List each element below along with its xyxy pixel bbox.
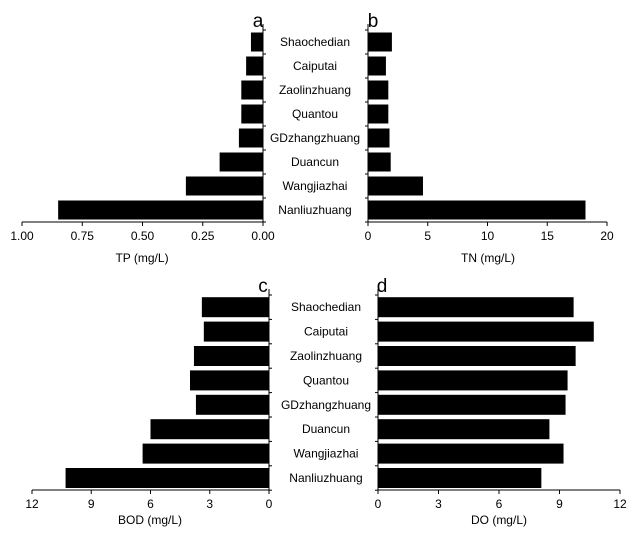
x-tick-label-b: 15 [541, 229, 555, 243]
bar-b-2 [368, 56, 386, 76]
panel-label-b: b [368, 11, 379, 32]
x-tick-label-b: 10 [481, 229, 495, 243]
x-tick-label-d: 3 [435, 497, 442, 511]
x-axis-label-d: DO (mg/L) [471, 513, 527, 527]
x-tick-label-b: 20 [600, 229, 614, 243]
bar-d-1 [378, 297, 574, 318]
bar-c-4 [190, 370, 269, 391]
bar-b-3 [368, 80, 389, 100]
bar-b-1 [368, 32, 392, 52]
bar-c-6 [150, 419, 269, 440]
category-label-c: Duancun [302, 422, 350, 436]
category-label-c: Quantou [303, 373, 349, 387]
bar-b-8 [368, 200, 586, 220]
x-axis-label-c: BOD (mg/L) [118, 513, 182, 527]
bar-b-4 [368, 104, 389, 124]
bar-d-3 [378, 346, 576, 366]
x-tick-label-a: 1.00 [10, 229, 34, 243]
x-tick-label-c: 0 [266, 497, 273, 511]
x-tick-label-a: 0.25 [191, 229, 215, 243]
bar-a-7 [185, 176, 263, 196]
category-label-a: Wangjiazhai [283, 179, 348, 193]
bar-c-7 [142, 443, 269, 464]
bar-layer [58, 32, 594, 488]
bar-a-4 [241, 104, 263, 124]
bar-b-6 [368, 152, 391, 172]
bar-a-1 [250, 32, 263, 52]
x-tick-label-a: 0.50 [131, 229, 155, 243]
x-axis-label-a: TP (mg/L) [115, 251, 168, 265]
category-label-a: GDzhangzhuang [270, 131, 360, 145]
bar-b-7 [368, 176, 423, 196]
bar-a-5 [238, 128, 263, 148]
bar-d-7 [378, 443, 564, 464]
bar-c-8 [65, 468, 269, 488]
bar-d-4 [378, 370, 568, 391]
bar-d-8 [378, 468, 542, 488]
bar-c-1 [201, 297, 269, 318]
bar-a-2 [246, 56, 263, 76]
x-axis-label-b: TN (mg/L) [461, 251, 515, 265]
category-label-a: Zaolinzhuang [279, 83, 351, 97]
bar-b-5 [368, 128, 390, 148]
category-label-c: Zaolinzhuang [290, 349, 362, 363]
panel-label-d: d [377, 276, 388, 297]
bar-c-2 [203, 321, 269, 342]
x-tick-label-b: 5 [424, 229, 431, 243]
x-tick-label-d: 12 [613, 497, 627, 511]
x-tick-label-c: 6 [147, 497, 154, 511]
bar-d-6 [378, 419, 550, 440]
x-tick-label-a: 0.00 [251, 229, 275, 243]
bar-a-6 [219, 152, 263, 172]
x-tick-label-b: 0 [365, 229, 372, 243]
bar-d-2 [378, 321, 594, 342]
x-tick-label-c: 12 [25, 497, 39, 511]
axes-layer [21, 24, 621, 494]
x-tick-label-d: 0 [375, 497, 382, 511]
x-tick-label-c: 3 [206, 497, 213, 511]
category-label-c: Caiputai [304, 325, 348, 339]
x-tick-label-d: 6 [496, 497, 503, 511]
category-label-a: Quantou [292, 107, 338, 121]
category-label-a: Shaochedian [280, 35, 350, 49]
category-label-a: Nanliuzhuang [278, 203, 351, 217]
category-label-a: Duancun [291, 155, 339, 169]
bar-a-3 [241, 80, 263, 100]
x-tick-label-d: 9 [556, 497, 563, 511]
panel-label-a: a [253, 11, 264, 32]
category-label-c: Wangjiazhai [294, 447, 359, 461]
bar-d-5 [378, 394, 566, 415]
category-label-c: Shaochedian [291, 300, 361, 314]
category-label-c: GDzhangzhuang [281, 398, 371, 412]
panel-label-c: c [258, 276, 268, 297]
bar-c-3 [193, 346, 269, 366]
text-layer: 1.00 0.75 0.50 0.25 0.00 TP (mg/L) a Shaochedia… [10, 11, 627, 527]
bar-a-8 [58, 200, 264, 220]
x-tick-label-a: 0.75 [71, 229, 95, 243]
x-tick-label-c: 9 [88, 497, 95, 511]
category-label-a: Caiputai [293, 59, 337, 73]
category-label-c: Nanliuzhuang [289, 471, 362, 485]
bar-c-5 [195, 394, 269, 415]
